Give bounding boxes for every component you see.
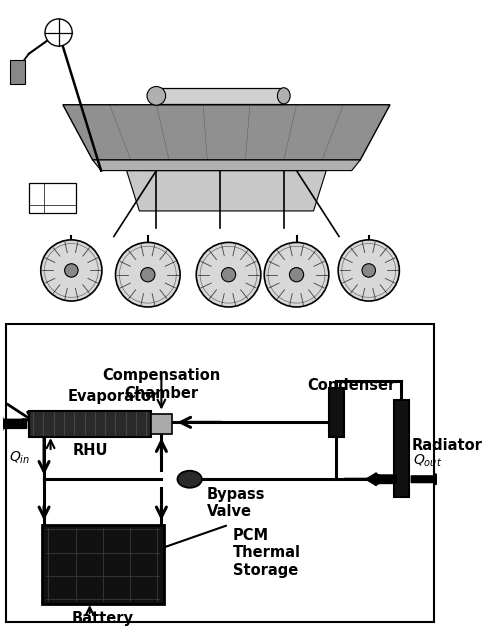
Text: $Q_{in}$: $Q_{in}$ (9, 450, 30, 466)
Ellipse shape (277, 88, 289, 104)
Text: $Q_{out}$: $Q_{out}$ (412, 453, 442, 469)
FancyArrow shape (410, 474, 445, 485)
Circle shape (141, 267, 155, 282)
Polygon shape (63, 105, 389, 160)
FancyArrow shape (365, 473, 395, 485)
Text: Condenser: Condenser (306, 377, 394, 392)
Circle shape (264, 243, 328, 307)
Text: Compensation
Chamber: Compensation Chamber (102, 368, 220, 401)
Text: Radiator: Radiator (411, 439, 482, 453)
Text: Battery: Battery (72, 611, 133, 626)
Circle shape (147, 87, 165, 105)
Bar (42, 525, 163, 604)
Polygon shape (92, 160, 360, 171)
Bar (29, 411, 150, 437)
Circle shape (289, 267, 303, 282)
Circle shape (41, 240, 102, 301)
Bar (328, 388, 343, 437)
Bar (10, 60, 24, 83)
Text: Evaporator: Evaporator (68, 389, 159, 404)
Circle shape (361, 264, 375, 277)
Text: PCM
Thermal
Storage: PCM Thermal Storage (233, 528, 301, 578)
FancyArrow shape (0, 417, 27, 430)
Bar (156, 88, 283, 104)
Bar (29, 183, 76, 213)
Bar (150, 414, 172, 434)
Circle shape (45, 19, 72, 46)
Text: RHU: RHU (72, 443, 107, 458)
Circle shape (338, 240, 399, 301)
Circle shape (115, 243, 180, 307)
Text: Bypass
Valve: Bypass Valve (206, 487, 265, 520)
Circle shape (221, 267, 235, 282)
Circle shape (177, 471, 202, 488)
Circle shape (196, 243, 260, 307)
Polygon shape (126, 171, 325, 211)
Circle shape (64, 264, 78, 277)
Bar (393, 400, 408, 497)
